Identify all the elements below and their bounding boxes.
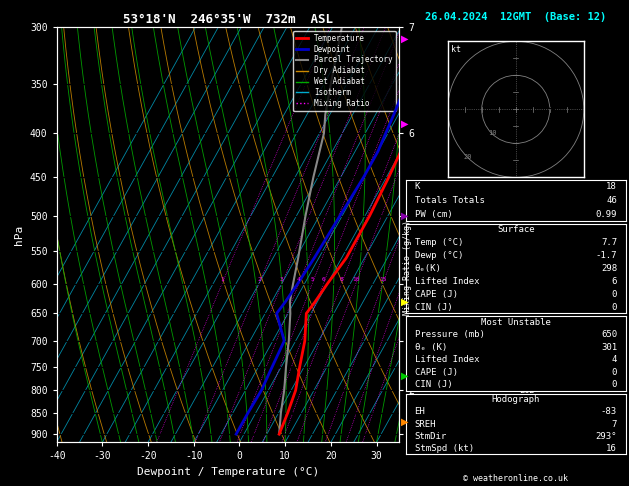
Text: -83: -83	[601, 407, 617, 417]
Text: Hodograph: Hodograph	[492, 395, 540, 404]
Text: 4: 4	[611, 355, 617, 364]
Text: EH: EH	[415, 407, 425, 417]
Text: Lifted Index: Lifted Index	[415, 277, 479, 286]
Text: θₑ(K): θₑ(K)	[415, 264, 442, 273]
Text: 2: 2	[257, 277, 261, 282]
Text: PW (cm): PW (cm)	[415, 210, 452, 219]
Text: 4: 4	[297, 277, 301, 282]
Text: 0: 0	[611, 290, 617, 299]
Text: Temp (°C): Temp (°C)	[415, 238, 463, 247]
Text: Most Unstable: Most Unstable	[481, 318, 551, 327]
Text: 7.7: 7.7	[601, 238, 617, 247]
Text: 8: 8	[340, 277, 343, 282]
Text: ▶: ▶	[401, 119, 408, 129]
Text: -1.7: -1.7	[596, 251, 617, 260]
Text: 10: 10	[352, 277, 360, 282]
Text: 6: 6	[611, 277, 617, 286]
Text: K: K	[415, 182, 420, 191]
Text: © weatheronline.co.uk: © weatheronline.co.uk	[464, 474, 568, 483]
Text: 16: 16	[606, 444, 617, 453]
Text: 0.99: 0.99	[596, 210, 617, 219]
Text: 3: 3	[280, 277, 284, 282]
Text: ▶: ▶	[401, 211, 408, 221]
Text: kt: kt	[451, 45, 461, 53]
Text: Surface: Surface	[497, 226, 535, 234]
Text: Pressure (mb): Pressure (mb)	[415, 330, 484, 339]
Text: Lifted Index: Lifted Index	[415, 355, 479, 364]
Text: Mixing Ratio (g/kg): Mixing Ratio (g/kg)	[403, 220, 411, 315]
Text: 10: 10	[487, 130, 496, 136]
Text: 46: 46	[606, 196, 617, 205]
Text: 1: 1	[220, 277, 224, 282]
Text: 0: 0	[611, 381, 617, 389]
Text: StmDir: StmDir	[415, 432, 447, 441]
Text: CAPE (J): CAPE (J)	[415, 368, 457, 377]
Text: Dewp (°C): Dewp (°C)	[415, 251, 463, 260]
Y-axis label: hPa: hPa	[14, 225, 25, 244]
Legend: Temperature, Dewpoint, Parcel Trajectory, Dry Adiabat, Wet Adiabat, Isotherm, Mi: Temperature, Dewpoint, Parcel Trajectory…	[293, 31, 396, 111]
Text: ▶: ▶	[401, 34, 408, 44]
Text: SREH: SREH	[415, 419, 436, 429]
Text: 0: 0	[611, 303, 617, 312]
Text: LCL: LCL	[520, 386, 535, 395]
Text: 26.04.2024  12GMT  (Base: 12): 26.04.2024 12GMT (Base: 12)	[425, 12, 606, 22]
Text: 15: 15	[379, 277, 386, 282]
Text: 7: 7	[611, 419, 617, 429]
Text: ▶: ▶	[401, 417, 408, 427]
Text: 301: 301	[601, 343, 617, 352]
Text: ▶: ▶	[401, 297, 408, 307]
Text: CIN (J): CIN (J)	[415, 381, 452, 389]
Text: 298: 298	[601, 264, 617, 273]
Text: CIN (J): CIN (J)	[415, 303, 452, 312]
Text: StmSpd (kt): StmSpd (kt)	[415, 444, 474, 453]
Title: 53°18'N  246°35'W  732m  ASL: 53°18'N 246°35'W 732m ASL	[123, 13, 333, 26]
Text: ▶: ▶	[401, 371, 408, 381]
Text: 0: 0	[611, 368, 617, 377]
Text: 20: 20	[464, 154, 472, 160]
X-axis label: Dewpoint / Temperature (°C): Dewpoint / Temperature (°C)	[137, 467, 319, 477]
Text: Totals Totals: Totals Totals	[415, 196, 484, 205]
Text: θₑ (K): θₑ (K)	[415, 343, 447, 352]
Text: 293°: 293°	[596, 432, 617, 441]
Y-axis label: km
ASL: km ASL	[422, 235, 440, 256]
Text: 6: 6	[321, 277, 325, 282]
Text: 18: 18	[606, 182, 617, 191]
Text: CAPE (J): CAPE (J)	[415, 290, 457, 299]
Text: 650: 650	[601, 330, 617, 339]
Text: 5: 5	[310, 277, 314, 282]
